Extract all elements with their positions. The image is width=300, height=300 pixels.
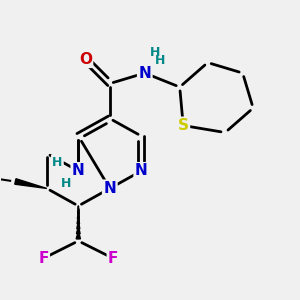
Text: N: N <box>103 181 116 196</box>
Text: N: N <box>72 164 85 178</box>
Polygon shape <box>77 221 80 224</box>
Polygon shape <box>15 179 47 188</box>
Text: H: H <box>52 156 62 169</box>
Polygon shape <box>77 216 79 219</box>
Text: S: S <box>178 118 189 133</box>
Text: H: H <box>155 54 166 67</box>
Text: H: H <box>61 177 71 190</box>
Polygon shape <box>76 236 80 239</box>
Text: N: N <box>138 66 151 81</box>
Text: N: N <box>135 164 148 178</box>
Text: O: O <box>79 52 92 67</box>
Polygon shape <box>77 226 80 229</box>
Polygon shape <box>76 231 80 234</box>
Polygon shape <box>78 211 79 214</box>
Polygon shape <box>78 206 79 209</box>
Text: F: F <box>38 251 49 266</box>
Text: H: H <box>150 46 160 59</box>
Text: F: F <box>108 251 119 266</box>
